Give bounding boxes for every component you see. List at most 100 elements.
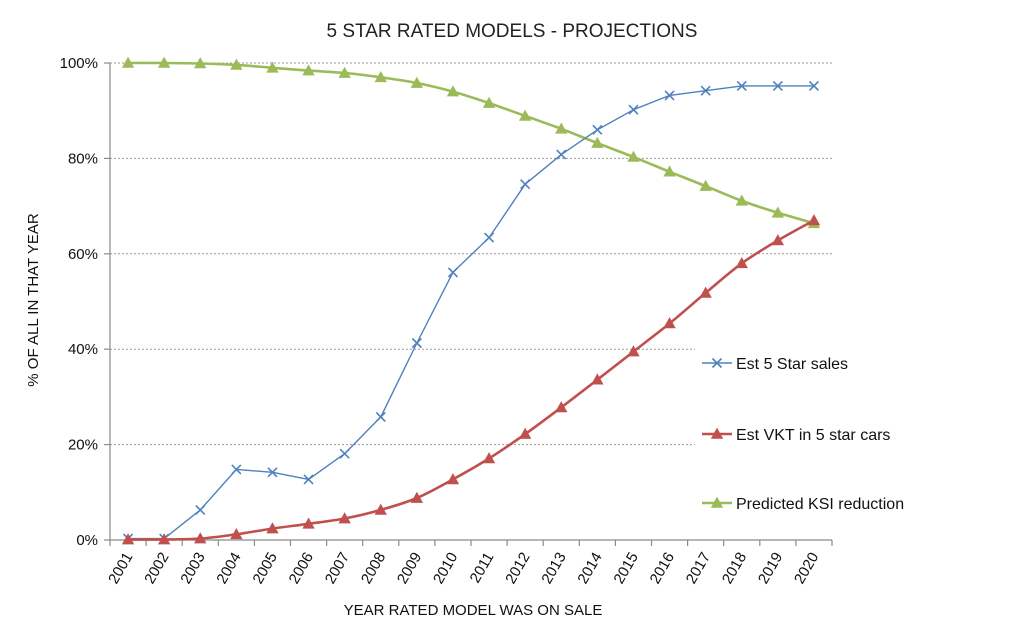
series-2-line (128, 219, 815, 541)
x-axis-label: YEAR RATED MODEL WAS ON SALE (344, 602, 603, 619)
series-2-point (338, 512, 351, 524)
x-tick-label: 2017 (683, 550, 714, 587)
series-1-point (483, 232, 495, 243)
series-2-point (194, 532, 207, 544)
x-tick-label: 2014 (574, 550, 605, 587)
series-3-point (230, 58, 243, 70)
x-tick-label: 2001 (105, 550, 136, 587)
series-2-point (591, 373, 604, 385)
series-3-point (338, 66, 351, 78)
series-3-point (446, 85, 460, 97)
x-tick-label: 2011 (467, 550, 498, 586)
series-2-point (121, 533, 135, 545)
series-1-point (520, 179, 531, 190)
series-3-point (302, 64, 315, 76)
series-3-point (555, 122, 568, 134)
x-tick-label: 2019 (755, 550, 786, 587)
x-tick-label: 2010 (430, 550, 461, 587)
series-2-point (807, 214, 821, 226)
series-1-point (303, 474, 314, 485)
series-1-point (664, 90, 675, 101)
series-3-point (518, 109, 532, 121)
series-3-point (410, 76, 424, 88)
x-tick-label: 2008 (358, 550, 389, 587)
series-2-point (410, 491, 424, 503)
x-tick-label: 2016 (647, 550, 678, 587)
series-3-point (663, 165, 676, 177)
x-tick-label: 2004 (213, 550, 244, 587)
series-2-point (374, 503, 387, 515)
legend-series-2-point (710, 427, 724, 439)
series-1-point (447, 267, 459, 278)
series-3-point (627, 150, 640, 162)
x-tick-label: 2003 (177, 550, 208, 587)
y-tick-label: 60% (68, 246, 98, 263)
series-2-point (735, 257, 748, 269)
series-3-point (591, 136, 604, 148)
series-1-point (375, 411, 386, 422)
series-1-point (231, 464, 242, 475)
series-3-point (374, 70, 387, 83)
x-tick-label: 2020 (791, 550, 822, 587)
series-3-point (266, 61, 279, 73)
legend-series-1-label: Est 5 Star sales (736, 356, 848, 373)
x-tick-label: 2002 (141, 550, 172, 587)
series-3-point (157, 56, 171, 68)
series-1-point (772, 80, 783, 91)
series-1 (122, 80, 820, 544)
legend: Est 5 Star sales Est VKT in 5 star cars Pr… (702, 356, 904, 513)
y-tick-label: 80% (68, 150, 98, 167)
series-1-line (128, 85, 814, 540)
series-2-point (446, 473, 460, 485)
y-tick-label: 40% (68, 341, 98, 358)
x-tick-label: 2018 (719, 550, 750, 587)
x-tick-label: 2013 (538, 550, 569, 587)
series-1-point (700, 85, 711, 96)
series-1-point (267, 467, 278, 478)
series-2-point (627, 345, 640, 357)
series-3 (121, 56, 821, 229)
series-1-point (195, 504, 206, 516)
series-2-point (302, 517, 315, 529)
series-2-point (518, 427, 532, 439)
x-tick-label: 2009 (394, 550, 425, 587)
x-tick-label: 2012 (502, 550, 533, 587)
x-tick-label: 2005 (250, 550, 281, 587)
x-tick-label: 2015 (611, 550, 642, 587)
series-1-point (628, 104, 639, 115)
series-2 (121, 214, 821, 545)
x-tick-label: 2006 (286, 550, 317, 587)
x-tick-label: 2007 (322, 550, 353, 587)
series-1-point (808, 80, 820, 91)
legend-series-1-point (711, 357, 723, 369)
series-3-point (482, 96, 496, 108)
series-3-line (128, 61, 815, 225)
series-3-point (771, 206, 785, 218)
y-tick-label: 100% (60, 55, 98, 72)
series-2-point (230, 527, 243, 540)
series-1-point (736, 80, 747, 91)
series-3-point (699, 179, 712, 191)
series-2-point (482, 452, 496, 464)
legend-series-3-point (710, 496, 724, 508)
series-1-point (411, 337, 422, 349)
legend-series-2: Est VKT in 5 star cars (702, 427, 890, 444)
series-3-point (194, 57, 207, 69)
y-tick-labels: 0% 20% 40% 60% 80% 100% (60, 55, 98, 549)
series-2-point (699, 286, 712, 298)
legend-series-3: Predicted KSI reduction (702, 496, 904, 513)
y-axis-label: % OF ALL IN THAT YEAR (25, 213, 42, 387)
legend-series-2-label: Est VKT in 5 star cars (736, 427, 890, 444)
series-2-point (157, 533, 171, 545)
series-2-point (771, 234, 785, 246)
series-1-point (556, 149, 567, 160)
series-1-point (592, 124, 603, 135)
axes (104, 62, 833, 546)
y-tick-label: 20% (68, 437, 98, 454)
series-1-point (339, 448, 350, 459)
grid (110, 62, 832, 446)
chart-title: 5 STAR RATED MODELS - PROJECTIONS (327, 21, 698, 42)
series-group (121, 56, 821, 545)
